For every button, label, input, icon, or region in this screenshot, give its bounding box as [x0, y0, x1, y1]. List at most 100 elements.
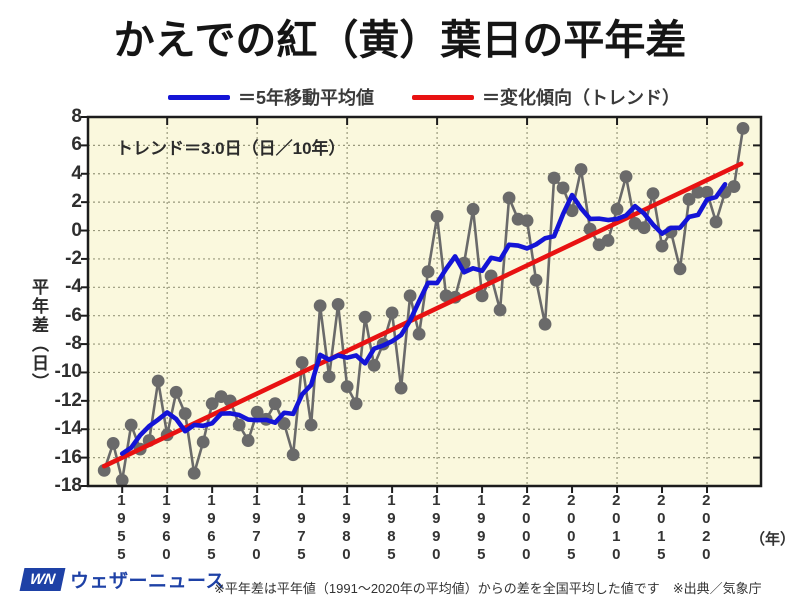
annual-data-point	[268, 397, 282, 411]
annual-data-point	[151, 374, 165, 388]
plot-border	[86, 115, 763, 488]
y-tick-label: 6	[71, 134, 82, 156]
trend-annotation: トレンド＝3.0日（日／10年）	[116, 139, 346, 158]
y-tick-label: -14	[54, 418, 82, 440]
page-title: かえでの紅（黄）葉日の平年差	[113, 17, 687, 63]
annual-data-point	[178, 407, 192, 421]
legend: ＝5年移動平均値 ＝変化傾向（トレンド）	[0, 84, 800, 110]
annual-data-point	[700, 185, 714, 199]
y-tick-label: -2	[65, 247, 82, 269]
annual-data-point	[520, 214, 534, 228]
x-tick-label: 1995	[472, 492, 490, 564]
legend-item-moving-average: ＝5年移動平均値	[167, 84, 374, 110]
y-tick-label: -6	[65, 304, 82, 326]
annual-data-point	[295, 356, 309, 369]
annual-data-point	[106, 437, 120, 450]
x-tick-label: 1975	[292, 492, 310, 564]
y-tick-label: -18	[54, 475, 82, 496]
annual-data-point	[196, 435, 210, 449]
annual-data-point	[565, 204, 579, 218]
annual-data-point	[529, 273, 543, 287]
annual-data-point	[286, 448, 300, 462]
annual-data-point	[691, 185, 705, 199]
x-tick-label: 1965	[202, 492, 220, 564]
x-tick-label: 2010	[607, 492, 625, 564]
x-tick-label: 2005	[562, 492, 580, 564]
x-tick-label: 1970	[247, 492, 265, 564]
annual-data-point	[547, 171, 561, 185]
annual-data-point	[340, 380, 354, 394]
wn-logo-icon: WN	[19, 568, 66, 591]
annual-data-point	[277, 417, 291, 430]
annual-data-point	[421, 265, 435, 279]
y-tick-label: -8	[65, 333, 82, 355]
annual-data-point	[502, 191, 516, 205]
annual-data-point	[673, 262, 687, 276]
annual-data-point	[538, 317, 552, 331]
plot-svg	[81, 115, 763, 493]
annual-data-point	[241, 434, 255, 447]
annual-data-point	[646, 187, 660, 201]
x-axis-unit-label: （年）	[750, 531, 796, 548]
annual-data-point	[367, 358, 381, 372]
annual-data-point	[466, 202, 480, 216]
annual-data-point	[331, 297, 345, 311]
annual-data-point	[430, 209, 444, 223]
x-tick-label: 1985	[382, 492, 400, 564]
annual-data-point	[322, 370, 336, 384]
annual-data-point	[205, 397, 219, 411]
annual-data-point	[475, 289, 489, 303]
annual-data-point	[601, 234, 615, 247]
annual-data-point	[619, 170, 633, 184]
annual-data-point	[349, 397, 363, 411]
annual-data-point	[115, 473, 129, 487]
y-tick-label: -10	[54, 361, 82, 383]
annual-data-point	[655, 239, 669, 253]
annual-data-point	[394, 381, 408, 395]
y-tick-label: 0	[71, 219, 82, 241]
footer-note: ※平年差は平年値（1991～2020年の平均値）からの差を全国平均した値です ※…	[214, 581, 762, 596]
annual-data-point	[709, 215, 723, 229]
y-axis-title: 平年差（日）	[29, 278, 48, 392]
annual-data-point	[637, 221, 651, 235]
weathernews-logo: WN ウェザーニュース	[19, 566, 226, 593]
legend-label: ＝変化傾向（トレンド）	[482, 88, 680, 108]
x-tick-label: 2000	[517, 492, 535, 564]
logo-text: ウェザーニュース	[70, 571, 226, 592]
annual-data-point	[556, 181, 570, 195]
annual-data-point	[412, 327, 426, 341]
y-tick-label: 4	[71, 162, 82, 184]
annual-data-point	[574, 163, 588, 176]
annual-data-point	[250, 405, 264, 419]
x-tick-label: 2015	[652, 492, 670, 564]
x-tick-label: 1955	[112, 492, 130, 564]
x-tick-label: 2020	[697, 492, 715, 564]
moving-average-line	[119, 181, 728, 456]
annual-data-point	[304, 418, 318, 432]
annual-data-point	[97, 463, 111, 477]
y-tick-label: 2	[71, 191, 82, 213]
annual-data-point	[727, 180, 741, 193]
annual-data-point	[169, 385, 183, 399]
moving-average-line-swatch	[167, 94, 230, 100]
trend-line-swatch	[412, 94, 474, 100]
annual-data-point	[736, 121, 750, 135]
annual-data-point	[682, 192, 696, 206]
annual-data-point	[610, 202, 624, 216]
legend-label: ＝5年移動平均値	[237, 88, 374, 108]
x-tick-label: 1960	[157, 492, 175, 564]
x-tick-label: 1980	[337, 492, 355, 564]
y-tick-label: 8	[71, 106, 82, 127]
annual-data-point	[187, 466, 201, 480]
annual-data-point	[385, 306, 399, 320]
y-tick-label: -4	[65, 276, 82, 298]
annual-data-point	[124, 418, 138, 432]
y-tick-label: -12	[54, 389, 82, 411]
y-tick-label: -16	[54, 446, 82, 468]
legend-item-trend: ＝変化傾向（トレンド）	[412, 84, 680, 110]
annual-data-point	[493, 303, 507, 317]
annual-data-point	[232, 418, 246, 432]
annual-data-point	[358, 310, 372, 324]
x-tick-label: 1990	[427, 492, 445, 564]
